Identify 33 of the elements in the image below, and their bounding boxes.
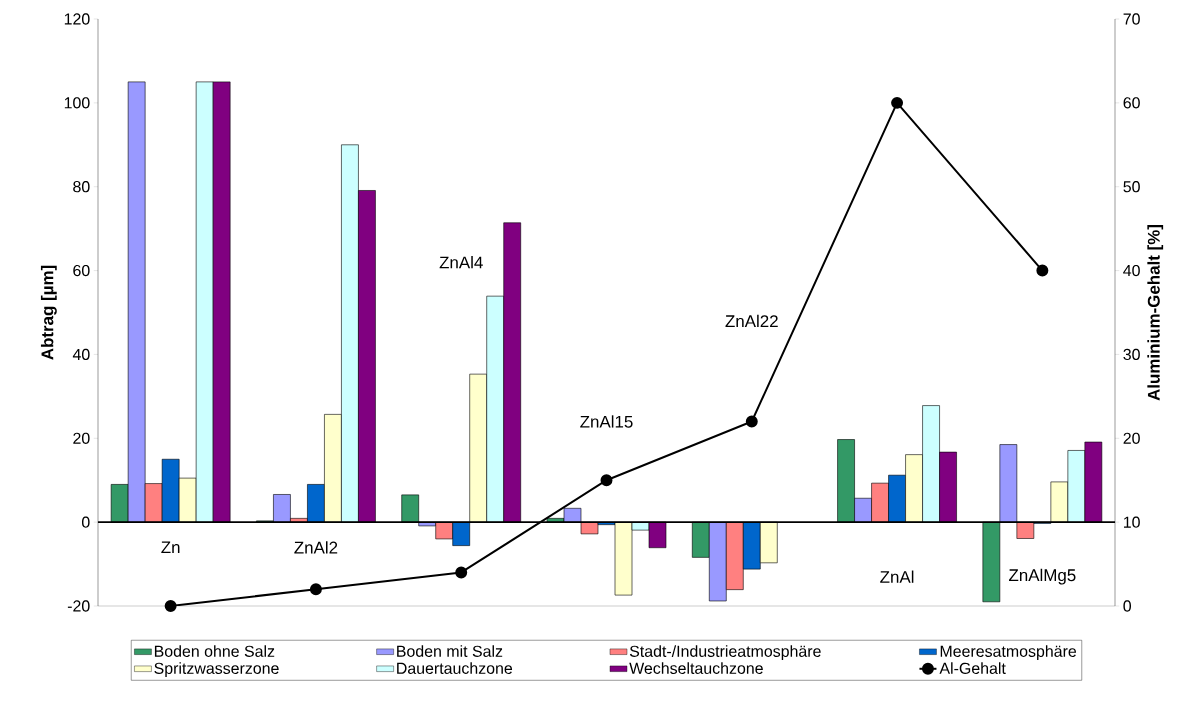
y2-tick-label: 60 bbox=[1123, 97, 1140, 109]
legend-label: Boden ohne Salz bbox=[154, 645, 275, 657]
x-tick-label: ZnAl4 bbox=[439, 256, 483, 269]
y2-tick-label: 50 bbox=[1123, 181, 1140, 193]
legend-label: Spritzwasserzone bbox=[154, 662, 279, 678]
x-tick-label: ZnAl15 bbox=[580, 415, 633, 428]
x-tick-label: ZnAl2 bbox=[294, 541, 338, 554]
legend-label: Wechseltauchzone bbox=[629, 662, 763, 674]
y2-tick-label: 20 bbox=[1123, 432, 1140, 444]
y-tick-label: 20 bbox=[73, 432, 90, 444]
y-tick-label: -20 bbox=[67, 600, 90, 612]
y-tick-label: 60 bbox=[73, 264, 90, 277]
x-tick-label: ZnAl bbox=[880, 570, 914, 583]
legend-label: Al-Gehalt bbox=[939, 662, 1006, 674]
y-tick-label: 80 bbox=[73, 181, 90, 193]
y2-tick-label: 70 bbox=[1123, 13, 1140, 25]
legend-label: Boden mit Salz bbox=[397, 645, 503, 657]
x-tick-label: ZnAl22 bbox=[725, 314, 778, 328]
y-tick-label: 40 bbox=[72, 348, 90, 361]
y2-tick-label: 40 bbox=[1123, 264, 1140, 277]
y2-tick-label: 30 bbox=[1123, 348, 1140, 361]
legend-label: Meeresatmosphäre bbox=[940, 645, 1077, 661]
y2-tick-label: 0 bbox=[1123, 600, 1132, 612]
x-tick-label: Zn bbox=[161, 541, 180, 554]
y-axis-title: Abtrag [µm] bbox=[40, 265, 57, 360]
legend-label: Stadt-/Industrieatmosphäre bbox=[629, 645, 821, 661]
y-tick-label: 120 bbox=[64, 13, 90, 25]
x-tick-label: ZnAlMg5 bbox=[1009, 568, 1076, 585]
y-tick-label: 100 bbox=[64, 97, 90, 109]
y2-tick-label: 10 bbox=[1123, 516, 1140, 528]
legend-label: Dauertauchzone bbox=[397, 662, 513, 674]
y-tick-label: 0 bbox=[81, 516, 90, 528]
y2-axis-title: Aluminium-Gehalt [%] bbox=[1147, 225, 1164, 401]
